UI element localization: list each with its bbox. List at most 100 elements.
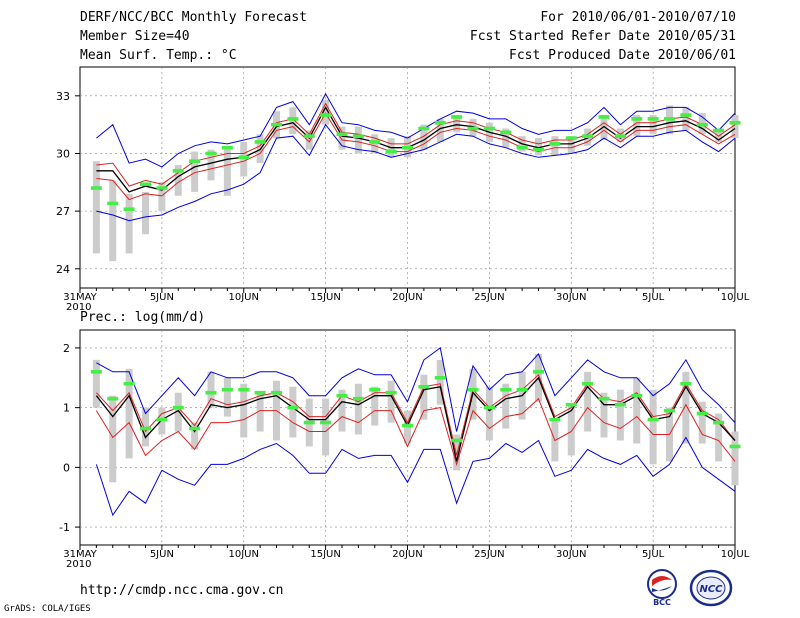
- x-tick-label-prec: 10JUN: [229, 549, 259, 560]
- series-line-max-temp: [96, 92, 736, 168]
- spread-bar-prec: [436, 359, 444, 405]
- footer-url[interactable]: http://cmdp.ncc.cma.gov.cn: [80, 583, 284, 598]
- obs-marker-prec: [238, 387, 250, 392]
- spread-bar-temp: [633, 115, 641, 137]
- obs-marker-prec: [614, 402, 626, 407]
- obs-marker-temp: [156, 186, 168, 190]
- grads-credit: GrADS: COLA/IGES: [4, 604, 91, 614]
- obs-marker-prec: [140, 426, 151, 431]
- obs-marker-prec: [254, 390, 266, 395]
- bcc-logo: BCC: [640, 568, 684, 612]
- obs-marker-temp: [631, 117, 643, 121]
- obs-marker-temp: [729, 120, 741, 125]
- obs-marker-prec: [369, 387, 381, 392]
- bcc-logo-text: BCC: [653, 598, 671, 607]
- spread-bar-prec: [92, 359, 100, 408]
- spread-bar-prec: [453, 434, 461, 471]
- obs-marker-temp: [467, 126, 479, 131]
- obs-marker-temp: [500, 130, 512, 135]
- y-tick-label-temp: 33: [56, 90, 70, 103]
- obs-marker-temp: [647, 117, 659, 121]
- obs-marker-temp: [369, 140, 381, 144]
- spread-bar-prec: [223, 377, 231, 417]
- obs-marker-prec: [352, 396, 364, 401]
- x-tick-label-temp: 5JUN: [150, 292, 174, 303]
- obs-marker-prec: [90, 370, 102, 374]
- spread-bar-temp: [289, 107, 297, 135]
- obs-marker-prec: [123, 381, 135, 386]
- temperature-panel: 24 27 30 33 31MAY 5JUN 10JUN 15JUN 20JUN 25JUN 30J…: [56, 66, 750, 313]
- obs-marker-temp: [565, 136, 577, 140]
- spread-bar-prec: [715, 413, 723, 462]
- bcc-logo-icon: BCC: [647, 569, 677, 607]
- obs-marker-temp: [303, 134, 315, 138]
- x-tick-label-temp: 15JUN: [310, 292, 340, 303]
- y-tick-label-prec: 2: [63, 342, 70, 355]
- spread-bar-prec: [338, 389, 346, 432]
- member-size: Member Size=40: [80, 29, 190, 44]
- obs-marker-prec: [303, 420, 315, 425]
- x-tick-label-temp: 10JUL: [721, 292, 750, 303]
- ncc-logo: NCC: [688, 568, 734, 612]
- produced-date: Fcst Produced Date 2010/06/01: [509, 48, 736, 63]
- obs-marker-temp: [483, 126, 495, 131]
- series-line-mean-temp: [96, 106, 736, 193]
- obs-marker-prec: [582, 381, 594, 386]
- obs-marker-temp: [254, 140, 266, 144]
- spread-bar-temp: [731, 115, 739, 139]
- x-tick-label-temp: 5JUL: [642, 292, 665, 303]
- series-line-min-prec: [95, 436, 736, 517]
- spread-bar-prec: [698, 401, 706, 444]
- obs-marker-temp: [549, 142, 561, 146]
- chart-title: DERF/NCC/BCC Monthly Forecast: [80, 10, 307, 25]
- obs-marker-prec: [287, 405, 299, 410]
- x-tick-label-prec: 31MAY: [63, 549, 97, 560]
- spread-bar-prec: [502, 383, 510, 429]
- spread-bar-prec: [616, 389, 624, 441]
- spread-bar-prec: [584, 371, 592, 432]
- spread-bar-temp: [649, 115, 657, 135]
- spread-bar-temp: [223, 147, 231, 196]
- spread-bar-temp: [354, 126, 362, 154]
- obs-marker-temp: [385, 149, 397, 154]
- series-line-min-temp: [96, 123, 736, 222]
- x-tick-label-prec: 30JUN: [556, 549, 586, 560]
- obs-marker-temp: [172, 168, 184, 173]
- spread-bar-temp: [682, 107, 690, 131]
- obs-marker-temp: [713, 128, 725, 133]
- obs-marker-temp: [320, 113, 332, 117]
- obs-marker-temp: [287, 117, 299, 121]
- spread-bar-prec: [289, 386, 297, 438]
- spread-bar-temp: [715, 128, 723, 142]
- series-line-upper-temp: [96, 102, 736, 187]
- spread-bar-temp: [600, 115, 608, 141]
- spread-bar-temp: [551, 136, 559, 156]
- obs-marker-prec: [664, 408, 675, 413]
- spread-bar-prec: [125, 368, 133, 459]
- x-tick-label-temp: 10JUN: [229, 292, 259, 303]
- spread-bar-prec: [322, 398, 330, 456]
- spread-bar-temp: [191, 151, 199, 192]
- spread-bar-prec: [256, 392, 264, 432]
- obs-marker-temp: [271, 122, 282, 127]
- obs-marker-temp: [238, 155, 250, 160]
- obs-marker-temp: [107, 201, 119, 206]
- obs-marker-prec: [107, 396, 119, 401]
- series-line-max-prec: [96, 347, 736, 432]
- obs-marker-prec: [385, 390, 397, 395]
- spread-bar-prec: [731, 431, 739, 486]
- spread-bar-temp: [305, 130, 313, 150]
- x-tick-label-prec: 5JUL: [642, 549, 665, 560]
- obs-marker-temp: [582, 134, 594, 138]
- obs-marker-prec: [631, 393, 643, 398]
- spread-bar-temp: [436, 118, 444, 142]
- ncc-logo-icon: NCC: [689, 569, 733, 607]
- series-line-lower-temp: [96, 112, 736, 201]
- spread-bar-prec: [387, 380, 395, 423]
- x-tick-label-prec: 20JUN: [392, 549, 422, 560]
- obs-marker-temp: [352, 134, 364, 138]
- spread-bar-temp: [338, 126, 346, 150]
- obs-marker-prec: [713, 420, 725, 425]
- obs-marker-temp: [336, 132, 348, 137]
- obs-marker-temp: [205, 151, 217, 156]
